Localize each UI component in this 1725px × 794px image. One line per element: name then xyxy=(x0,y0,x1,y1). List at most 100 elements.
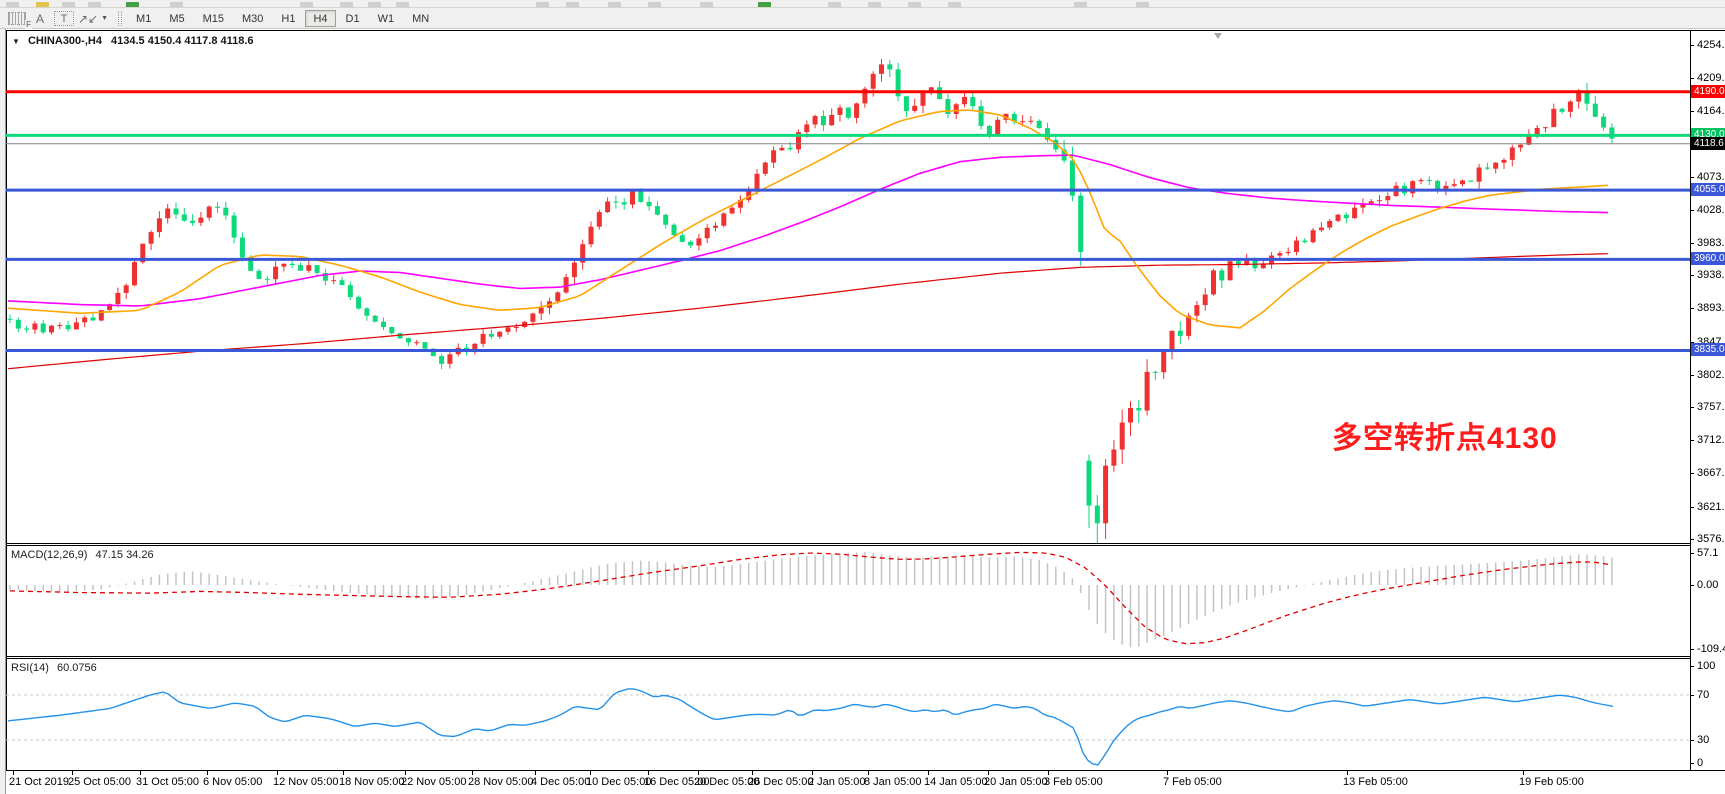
time-axis-label: 20 Jan 05:00 xyxy=(984,776,1048,788)
mini-toolbar-icon[interactable] xyxy=(340,2,353,7)
rsi-pane-separator[interactable] xyxy=(6,656,1690,657)
font-tool-icon[interactable]: A xyxy=(35,11,44,26)
symbol-ohlc-readout[interactable]: ▼ CHINA300-,H4 4134.5 4150.4 4117.8 4118… xyxy=(12,35,254,47)
macd-scale-tick xyxy=(1690,553,1694,554)
time-axis-label: 22 Nov 05:00 xyxy=(401,776,467,788)
timeframe-button-m1[interactable]: M1 xyxy=(136,12,152,25)
time-axis-tick xyxy=(928,771,929,775)
price-scale-label: 4028.0 xyxy=(1697,204,1725,216)
timeframe-button-m15[interactable]: M15 xyxy=(202,12,225,25)
level-price-label[interactable]: 3960.0 xyxy=(1691,252,1725,265)
time-axis-label: 26 Dec 05:00 xyxy=(748,776,814,788)
time-axis-label: 2 Jan 05:00 xyxy=(808,776,866,788)
macd-current-values: 47.15 34.26 xyxy=(95,549,154,561)
rsi-scale-tick xyxy=(1690,763,1694,764)
macd-pane-separator[interactable] xyxy=(6,543,1690,544)
mini-toolbar-icon[interactable] xyxy=(62,2,75,7)
mini-toolbar-icon[interactable] xyxy=(126,2,139,7)
rsi-indicator-label[interactable]: RSI(14) 60.0756 xyxy=(11,662,97,674)
mini-toolbar-icon[interactable] xyxy=(868,2,881,7)
arrow-objects-icon: ↗↙ xyxy=(78,11,99,26)
text-label-tool-icon[interactable]: T xyxy=(54,11,74,26)
mini-toolbar-icon[interactable] xyxy=(88,2,101,7)
chevron-down-icon[interactable]: ▼ xyxy=(101,15,109,22)
time-axis-tick xyxy=(698,771,699,775)
timeframe-button-h1[interactable]: H1 xyxy=(281,12,296,25)
macd-indicator-label[interactable]: MACD(12,26,9) 47.15 34.26 xyxy=(11,549,154,561)
price-scale-tick xyxy=(1690,308,1694,309)
price-scale-tick xyxy=(1690,210,1694,211)
chart-shift-marker[interactable] xyxy=(1214,33,1222,39)
timeframe-button-d1[interactable]: D1 xyxy=(345,12,360,25)
toolbar-drag-handle[interactable] xyxy=(118,11,123,26)
grid-f-label: F xyxy=(25,20,32,29)
macd-scale-tick xyxy=(1690,585,1694,586)
level-price-label[interactable]: 4190.0 xyxy=(1691,85,1725,98)
time-axis[interactable]: 21 Oct 2019 25 Oct 05:00 31 Oct 05:00 6 Nov… xyxy=(6,771,1725,791)
mini-toolbar-icon[interactable] xyxy=(396,2,409,7)
chart-text-annotation[interactable]: 多空转折点4130 xyxy=(1332,422,1558,455)
price-chart-pane[interactable] xyxy=(6,31,1690,543)
time-axis-label: 19 Feb 05:00 xyxy=(1519,776,1584,788)
price-scale-tick xyxy=(1690,407,1694,408)
time-axis-tick xyxy=(13,771,14,775)
price-scale-tick xyxy=(1690,473,1694,474)
mini-toolbar-icon[interactable] xyxy=(1136,2,1149,7)
rsi-scale-label: 30 xyxy=(1697,734,1710,746)
time-axis-label: 4 Dec 05:00 xyxy=(531,776,591,788)
indicator-grid-icon[interactable]: F xyxy=(8,12,32,29)
chart-frame-top xyxy=(6,30,1725,31)
mini-toolbar-icon[interactable] xyxy=(36,2,49,7)
price-scale-label: 4209.0 xyxy=(1697,72,1725,84)
mini-toolbar-icon[interactable] xyxy=(758,2,771,7)
timeframe-button-w1[interactable]: W1 xyxy=(377,12,395,25)
time-axis-tick xyxy=(207,771,208,775)
mini-toolbar-icon[interactable] xyxy=(648,2,661,7)
mini-toolbar-icon[interactable] xyxy=(6,2,19,7)
mini-toolbar-icon[interactable] xyxy=(170,2,183,7)
toolbar: F A T ↗↙ ▼ M1 M5 M15 M30 H1 H4 D1 W1 MN xyxy=(0,9,1725,29)
macd-scale-label: -109.43 xyxy=(1697,643,1725,655)
mini-toolbar-icon[interactable] xyxy=(700,2,713,7)
mini-toolbar-icon[interactable] xyxy=(908,2,921,7)
macd-scale-tick xyxy=(1690,649,1694,650)
symbol-name: CHINA300-,H4 xyxy=(27,35,102,47)
timeframe-button-mn[interactable]: MN xyxy=(412,12,430,25)
mini-toolbar-icon[interactable] xyxy=(948,2,961,7)
macd-pane[interactable] xyxy=(6,546,1690,656)
rsi-current-value: 60.0756 xyxy=(56,662,97,674)
arrow-objects-button[interactable]: ↗↙ ▼ xyxy=(78,10,108,28)
time-axis-label: 7 Feb 05:00 xyxy=(1163,776,1222,788)
window-left-edge xyxy=(0,29,6,794)
time-axis-label: 13 Feb 05:00 xyxy=(1343,776,1408,788)
mini-toolbar-icon[interactable] xyxy=(828,2,841,7)
time-axis-tick xyxy=(405,771,406,775)
time-axis-label: 16 Dec 05:00 xyxy=(644,776,710,788)
price-scale-divider xyxy=(1690,30,1691,771)
time-axis-label: 18 Nov 05:00 xyxy=(339,776,405,788)
timeframe-button-m5[interactable]: M5 xyxy=(169,12,185,25)
price-scale-label: 4164.0 xyxy=(1697,105,1725,117)
time-axis-tick xyxy=(72,771,73,775)
mini-toolbar-icon[interactable] xyxy=(368,2,381,7)
chart-dropdown-icon[interactable]: ▼ xyxy=(12,37,20,46)
current-price-label[interactable]: 4118.6 xyxy=(1691,137,1725,150)
ohlc-values: 4134.5 4150.4 4117.8 4118.6 xyxy=(111,35,254,47)
chart-window xyxy=(0,29,1725,794)
mini-toolbar-icon[interactable] xyxy=(566,2,579,7)
mini-toolbar-icon[interactable] xyxy=(300,2,313,7)
rsi-pane-separator-2 xyxy=(6,658,1690,659)
mini-toolbar-icon[interactable] xyxy=(608,2,621,7)
rsi-pane[interactable] xyxy=(6,659,1690,770)
macd-name: MACD(12,26,9) xyxy=(11,549,88,561)
level-price-label[interactable]: 4055.0 xyxy=(1691,183,1725,196)
time-axis-label: 14 Jan 05:00 xyxy=(924,776,988,788)
level-price-label[interactable]: 3835.0 xyxy=(1691,343,1725,356)
mini-toolbar-icon[interactable] xyxy=(1074,2,1087,7)
timeframe-button-m30[interactable]: M30 xyxy=(242,12,264,25)
mini-toolbar-icon[interactable] xyxy=(536,2,549,7)
price-scale-tick xyxy=(1690,440,1694,441)
time-axis-tick xyxy=(1048,771,1049,775)
timeframe-group: M1 M5 M15 M30 H1 H4 D1 W1 MN xyxy=(127,10,438,27)
timeframe-button-h4[interactable]: H4 xyxy=(305,10,336,27)
